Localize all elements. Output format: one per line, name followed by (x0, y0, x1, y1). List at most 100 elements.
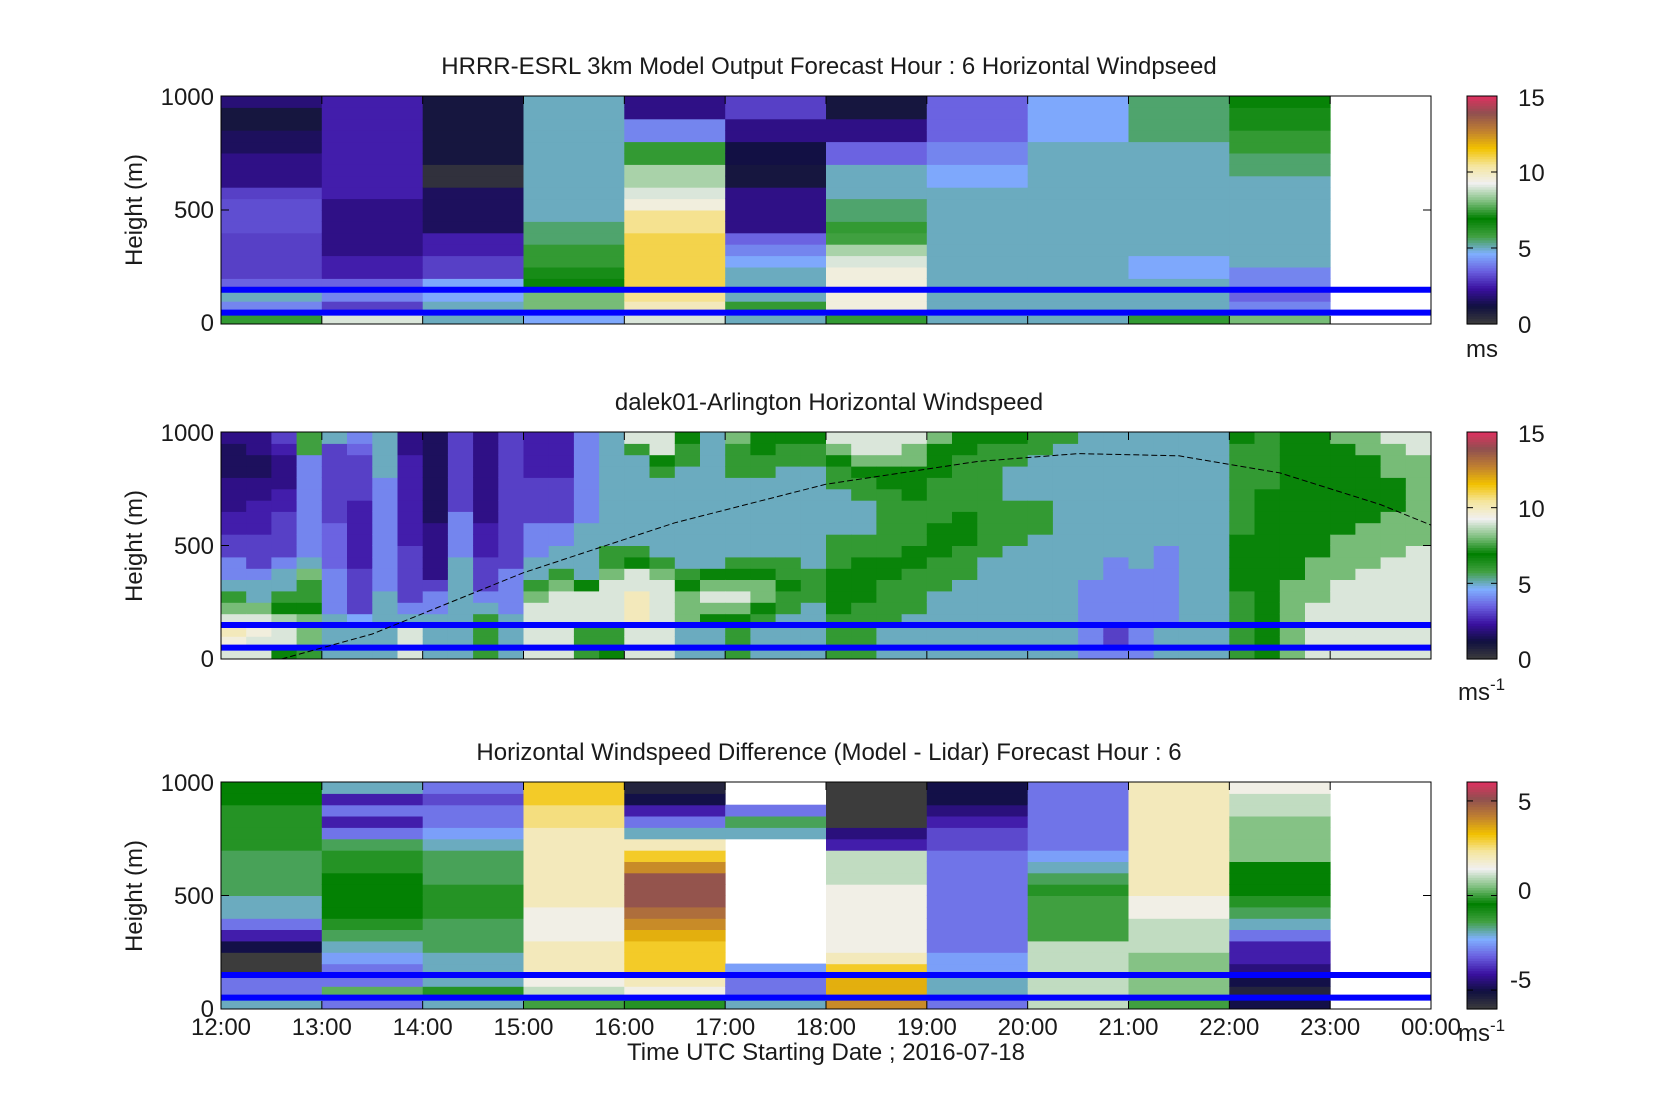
heatmap-cell (422, 636, 449, 649)
heatmap-cell (1405, 602, 1432, 615)
heatmap-cell (926, 244, 1029, 257)
heatmap-cell (221, 895, 323, 908)
heatmap-cell (826, 793, 928, 806)
heatmap-cell (851, 579, 877, 592)
heatmap-cell (926, 164, 1029, 177)
heatmap-cell (977, 545, 1003, 558)
heatmap-cell (826, 906, 928, 919)
heatmap-cell (1078, 443, 1104, 456)
heatmap-cell (876, 522, 903, 535)
heatmap-cell (826, 232, 928, 245)
heatmap-cell (851, 432, 877, 444)
heatmap-cell (1153, 579, 1180, 592)
heatmap-cell (1405, 443, 1432, 456)
colorbar-segment (1467, 945, 1497, 950)
x-tick-label: 12:00 (191, 1014, 251, 1041)
heatmap-cell (221, 255, 323, 268)
heatmap-cell (1153, 466, 1180, 478)
heatmap-cell (624, 804, 726, 817)
heatmap-cell (1128, 556, 1155, 569)
heatmap-cell (826, 198, 928, 211)
heatmap-cell (1380, 636, 1407, 649)
heatmap-cell (674, 477, 701, 490)
heatmap-cell (725, 432, 751, 444)
heatmap-cell (1128, 488, 1155, 501)
heatmap-cell (321, 918, 424, 930)
heatmap-cell (826, 602, 852, 615)
heatmap-cell (624, 906, 726, 919)
heatmap-cell (372, 477, 398, 490)
heatmap-cell (901, 636, 928, 649)
heatmap-cell (1229, 454, 1255, 467)
heatmap-cell (649, 534, 676, 546)
heatmap-cell (952, 477, 978, 490)
heatmap-cell (926, 906, 1029, 919)
heatmap-cell (1405, 625, 1432, 637)
colorbar-segment (1467, 169, 1497, 173)
heatmap-cell (800, 432, 827, 444)
heatmap-cell (447, 511, 474, 524)
colorbar-segment (1467, 245, 1497, 249)
heatmap-cell (271, 522, 298, 535)
heatmap-cell (876, 636, 903, 649)
colorbar-segment (1467, 525, 1497, 529)
colorbar-segment (1467, 187, 1497, 191)
heatmap-cell (826, 975, 928, 987)
heatmap-cell (372, 443, 398, 456)
heatmap-cell (1103, 625, 1129, 637)
lidar-axis-ticks (220, 431, 1432, 660)
heatmap-cell (750, 443, 777, 456)
heatmap-cell (1279, 625, 1306, 637)
heatmap-cell (422, 432, 449, 444)
heatmap-cell (1204, 613, 1230, 626)
heatmap-cell (1178, 432, 1205, 444)
heatmap-cell (573, 556, 600, 569)
heatmap-cell (523, 466, 550, 478)
heatmap-cell (599, 511, 625, 524)
colorbar-segment (1467, 794, 1497, 798)
heatmap-cell (1002, 579, 1029, 592)
heatmap-cell (750, 545, 777, 558)
heatmap-cell (725, 500, 751, 512)
heatmap-cell (1103, 477, 1129, 490)
heatmap-cell (826, 838, 928, 851)
panel-model-windspeed: HRRR-ESRL 3km Model Output Forecast Hour… (121, 53, 1545, 363)
heatmap-cell (1103, 432, 1129, 444)
heatmap-cell (221, 556, 247, 569)
heatmap-cell (422, 804, 524, 817)
colorbar-segment (1467, 242, 1497, 247)
heatmap-cell (1355, 647, 1382, 660)
heatmap-cell (826, 522, 852, 535)
heatmap-cell (523, 187, 625, 200)
colorbar-segment (1467, 593, 1497, 597)
heatmap-cell (1254, 500, 1281, 512)
colorbar-segment (1467, 166, 1497, 171)
heatmap-cell (901, 511, 928, 524)
heatmap-cell (775, 636, 802, 649)
heatmap-cell (1279, 477, 1306, 490)
lidar-cbar-tick-15: 15 (1518, 421, 1545, 448)
heatmap-cell (876, 613, 903, 626)
heatmap-cell (296, 488, 323, 501)
heatmap-cell (1355, 522, 1382, 535)
heatmap-cell (372, 602, 398, 615)
heatmap-cell (548, 511, 575, 524)
colorbar-segment (1467, 978, 1497, 982)
heatmap-cell (573, 432, 600, 444)
heatmap-cell (1103, 511, 1129, 524)
heatmap-cell (422, 884, 524, 896)
lidar-y-axis-label: Height (m) (121, 490, 148, 602)
heatmap-cell (548, 613, 575, 626)
heatmap-cell (422, 96, 524, 108)
heatmap-cell (1330, 534, 1356, 546)
heatmap-cell (1027, 118, 1129, 131)
heatmap-cell (725, 130, 827, 143)
heatmap-cell (1355, 500, 1382, 512)
heatmap-cell (826, 267, 928, 279)
heatmap-cell (952, 534, 978, 546)
heatmap-cell (1229, 477, 1255, 490)
heatmap-cell (271, 500, 298, 512)
heatmap-cell (1078, 466, 1104, 478)
colorbar-segment (1467, 908, 1497, 912)
heatmap-cell (523, 96, 625, 108)
